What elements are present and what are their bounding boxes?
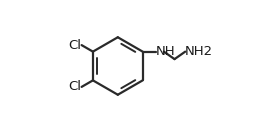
Text: Cl: Cl — [69, 80, 81, 93]
Text: Cl: Cl — [69, 39, 81, 52]
Text: NH2: NH2 — [185, 45, 213, 58]
Text: NH: NH — [156, 45, 175, 58]
